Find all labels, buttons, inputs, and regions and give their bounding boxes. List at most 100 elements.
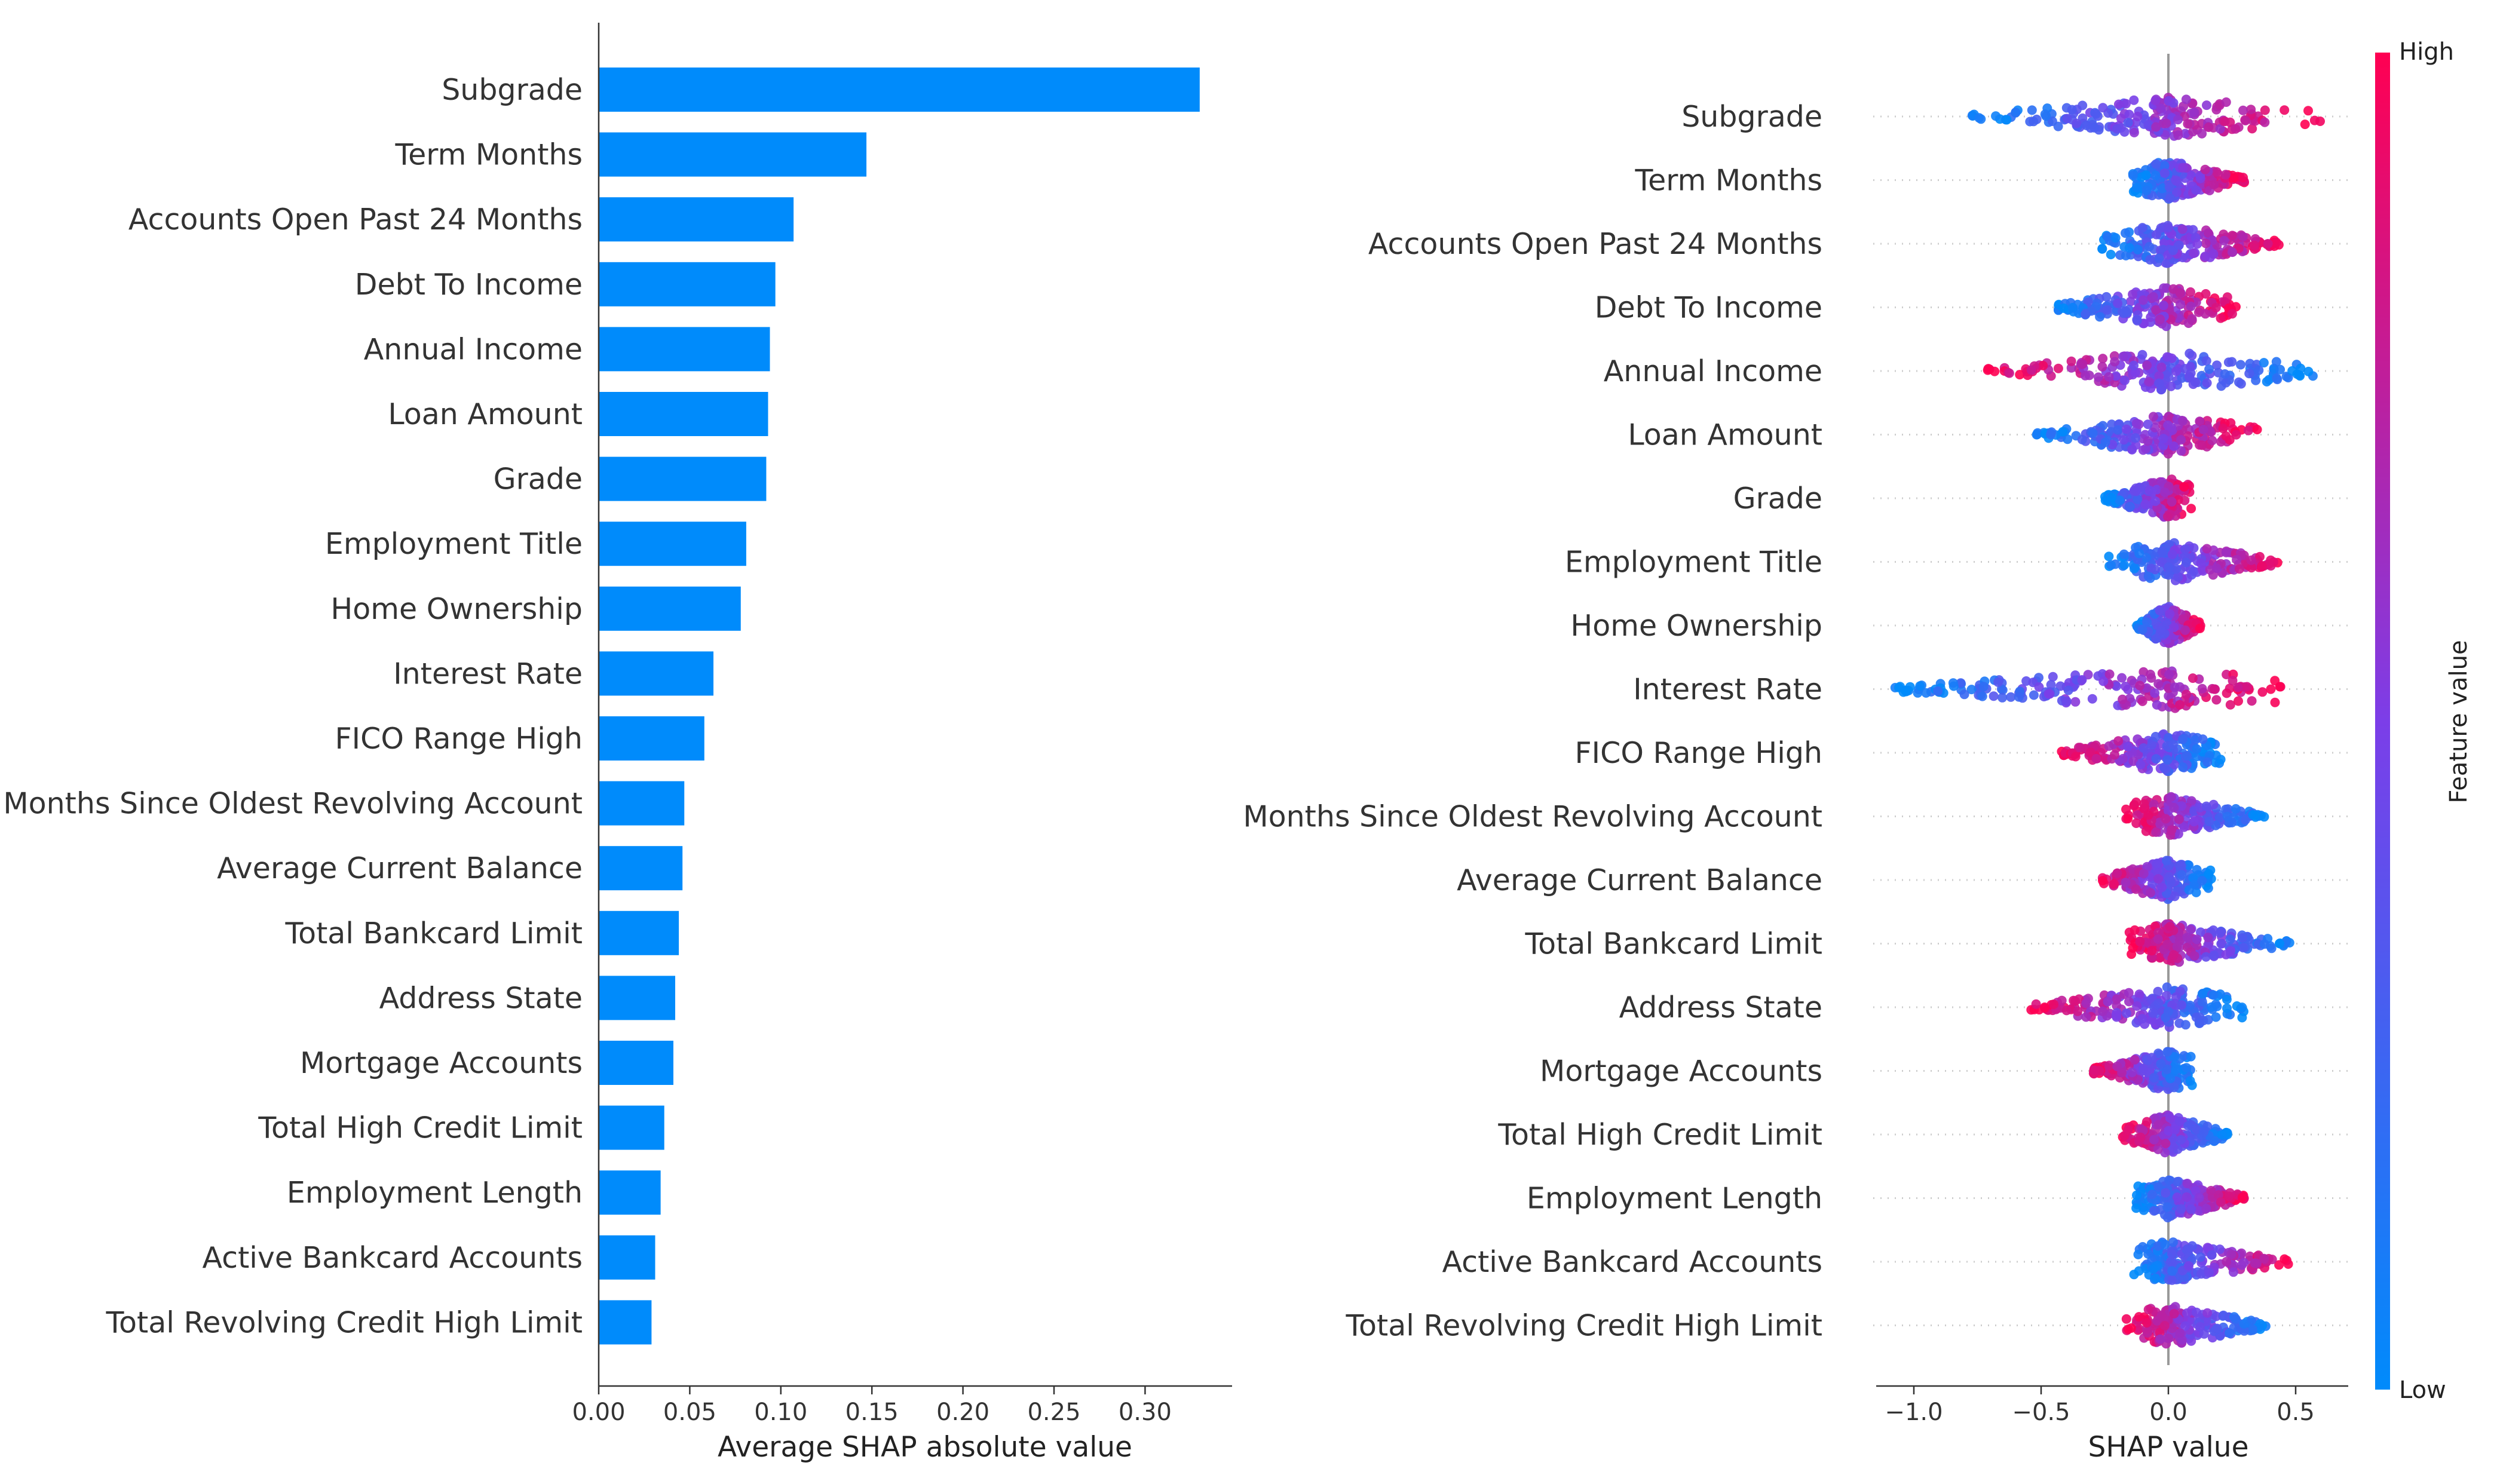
beeswarm-point xyxy=(2182,1063,2192,1073)
bar-address-state xyxy=(599,976,676,1020)
beeswarm-point xyxy=(2180,1020,2190,1030)
bar-grade xyxy=(599,456,767,501)
colorbar: High Low Feature value xyxy=(2375,38,2473,1404)
beeswarm-point xyxy=(2143,571,2153,581)
beeswarm-point xyxy=(2151,827,2161,837)
beeswarm-point xyxy=(2112,868,2122,878)
bar-debt-to-income xyxy=(599,262,776,306)
bar-label-subgrade: Subgrade xyxy=(442,73,583,107)
beeswarm-point xyxy=(2002,115,2012,125)
beeswarm-point xyxy=(2175,288,2185,298)
beeswarm-point xyxy=(2011,108,2021,117)
beeswarm-point xyxy=(2081,120,2091,130)
beeswarm-point xyxy=(2164,96,2174,106)
beeswarm-point xyxy=(2275,939,2284,949)
colorbar-gradient xyxy=(2375,53,2390,1390)
beeswarm-point xyxy=(1997,692,2008,703)
beeswarm-label-mortgage-accounts: Mortgage Accounts xyxy=(1540,1054,1822,1089)
beeswarm-point xyxy=(2275,364,2285,375)
bar-active-bankcard-accounts xyxy=(599,1235,655,1280)
beeswarm-point xyxy=(2226,946,2235,956)
beeswarm-point xyxy=(2144,377,2154,387)
beeswarm-label-employment-length: Employment Length xyxy=(1527,1182,1822,1216)
beeswarm-point xyxy=(2216,313,2226,323)
beeswarm-point xyxy=(2280,105,2290,115)
beeswarm-point xyxy=(2062,114,2072,124)
beeswarm-point xyxy=(2199,1127,2209,1137)
beeswarm-point xyxy=(2237,1192,2247,1203)
bar-months-since-oldest-revolving-account xyxy=(599,781,685,826)
beeswarm-label-accounts-open-past-24-months: Accounts Open Past 24 Months xyxy=(1368,227,1822,261)
bar-x-tick-label: 0.25 xyxy=(1027,1399,1080,1426)
bar-x-tick-label: 0.00 xyxy=(572,1399,625,1426)
beeswarm-point xyxy=(2167,496,2177,507)
beeswarm-point xyxy=(2048,672,2058,682)
beeswarm-point xyxy=(2216,1197,2226,1207)
beeswarm-point xyxy=(1997,685,2008,695)
beeswarm-point xyxy=(2150,688,2160,698)
beeswarm-point xyxy=(2147,1053,2157,1063)
beeswarm-point xyxy=(2097,361,2107,372)
bar-total-high-credit-limit xyxy=(599,1105,664,1150)
beeswarm-point xyxy=(2163,449,2173,459)
bar-label-accounts-open-past-24-months: Accounts Open Past 24 Months xyxy=(128,203,583,237)
beeswarm-point xyxy=(2292,369,2302,379)
beeswarm-point xyxy=(2303,366,2314,376)
beeswarm-point xyxy=(2058,427,2068,437)
beeswarm-point xyxy=(2134,1312,2144,1322)
beeswarm-point xyxy=(2061,1005,2072,1016)
beeswarm-point xyxy=(2177,614,2188,624)
beeswarm-point xyxy=(2178,162,2188,173)
beeswarm-point xyxy=(2032,430,2042,440)
beeswarm-point xyxy=(2170,759,2179,769)
bar-x-tick-label: 0.20 xyxy=(936,1399,989,1426)
bar-loan-amount xyxy=(599,392,768,436)
beeswarm-point xyxy=(2087,694,2097,704)
beeswarm-point xyxy=(2124,109,2134,119)
beeswarm-point xyxy=(2217,1130,2227,1140)
beeswarm-point xyxy=(2152,700,2162,710)
beeswarm-point xyxy=(2233,682,2243,692)
beeswarm-point xyxy=(2196,927,2205,937)
beeswarm-point xyxy=(2113,425,2123,435)
beeswarm-point xyxy=(2111,371,2121,381)
beeswarm-point xyxy=(2132,1001,2142,1011)
beeswarm-row-total-high-credit-limit xyxy=(2118,1110,2232,1158)
beeswarm-point xyxy=(2156,1310,2167,1320)
beeswarm-point xyxy=(2155,314,2165,324)
beeswarm-point xyxy=(2175,700,2185,710)
bar-label-total-bankcard-limit: Total Bankcard Limit xyxy=(285,916,583,951)
bar-label-debt-to-income: Debt To Income xyxy=(355,268,583,302)
bar-label-mortgage-accounts: Mortgage Accounts xyxy=(300,1046,583,1080)
beeswarm-point xyxy=(2254,365,2264,375)
beeswarm-point xyxy=(2204,869,2214,879)
bar-accounts-open-past-24-months xyxy=(599,197,794,242)
beeswarm-point xyxy=(2163,511,2173,522)
beeswarm-point xyxy=(2039,1002,2049,1012)
beeswarm-point xyxy=(2156,626,2166,636)
beeswarm-point xyxy=(2184,860,2194,870)
beeswarm-point xyxy=(2098,354,2108,364)
beeswarm-point xyxy=(2197,128,2207,139)
beeswarm-point xyxy=(2143,419,2153,430)
beeswarm-point xyxy=(2138,1066,2148,1076)
beeswarm-point xyxy=(2169,622,2179,632)
beeswarm-x-axis-label: SHAP value xyxy=(2088,1431,2249,1464)
beeswarm-point xyxy=(2207,1002,2217,1012)
beeswarm-point xyxy=(2172,1177,2182,1187)
beeswarm-point xyxy=(2135,937,2145,947)
beeswarm-point xyxy=(2203,228,2213,238)
beeswarm-point xyxy=(2216,939,2226,949)
bar-label-total-revolving-credit-high-limit: Total Revolving Credit High Limit xyxy=(105,1305,583,1339)
beeswarm-point xyxy=(2222,811,2232,821)
beeswarm-point xyxy=(2231,804,2241,814)
bar-interest-rate xyxy=(599,651,714,696)
beeswarm-point xyxy=(2055,681,2066,691)
beeswarm-point xyxy=(2077,434,2087,444)
beeswarm-point xyxy=(2202,100,2211,111)
beeswarm-point xyxy=(2149,1073,2159,1083)
beeswarm-row-employment-length xyxy=(2131,1175,2249,1223)
beeswarm-point xyxy=(2151,754,2161,764)
beeswarm-point xyxy=(2171,187,2182,197)
beeswarm-row-months-since-oldest-revolving-account xyxy=(2121,792,2269,840)
